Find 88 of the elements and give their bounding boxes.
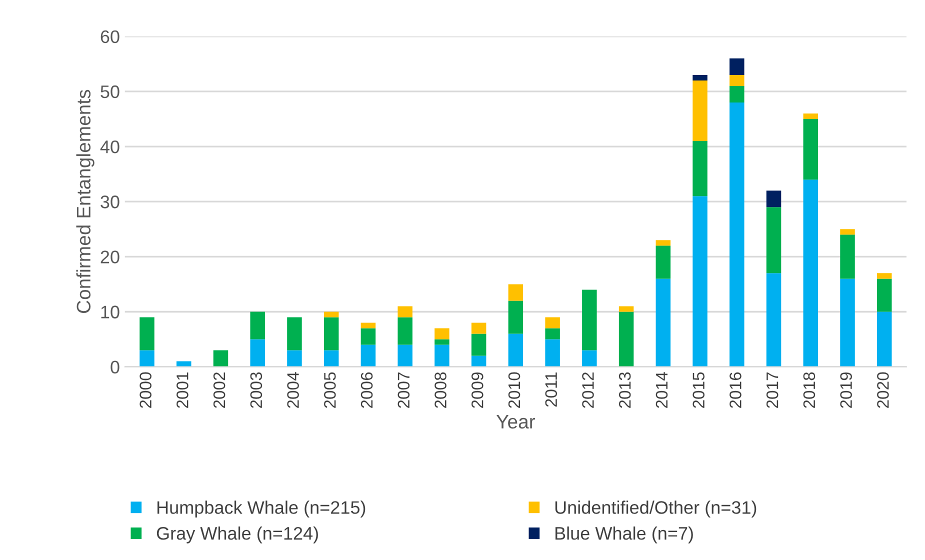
bar: [471, 334, 486, 356]
x-tick-label: 2008: [434, 372, 446, 408]
bar: [250, 339, 265, 367]
x-tick-label: 2001: [176, 372, 188, 408]
bar: [287, 317, 302, 350]
bar: [324, 317, 339, 350]
bar: [730, 74, 744, 86]
y-axis-title: Confirmed Entanglements: [76, 90, 94, 314]
bar: [545, 317, 560, 328]
x-tick-label: 2017: [766, 372, 778, 408]
y-tick-label: 60: [100, 30, 120, 44]
bar: [434, 339, 450, 345]
x-tick-label: 2016: [730, 372, 742, 408]
y-tick-label: 0: [110, 360, 120, 374]
legend-label: Blue Whale (n=7): [556, 526, 693, 544]
bar: [692, 80, 708, 142]
x-tick-label: 2020: [877, 372, 889, 408]
bar: [324, 312, 339, 318]
bar: [730, 102, 744, 367]
bar: [656, 278, 671, 367]
x-tick-label: 2014: [656, 372, 668, 408]
bar: [692, 196, 708, 367]
bar: [545, 339, 560, 367]
bar: [508, 300, 524, 334]
bar: [250, 312, 265, 340]
bar: [877, 312, 892, 367]
bar: [360, 344, 376, 367]
bar: [140, 350, 154, 367]
bar: [803, 119, 818, 180]
bar: [545, 328, 560, 340]
x-tick-label: 2005: [324, 372, 336, 408]
bar: [803, 113, 818, 119]
bar: [877, 278, 892, 312]
bar: [508, 334, 524, 367]
bar: [287, 350, 302, 367]
x-tick-label: 2019: [840, 372, 852, 408]
bar: [692, 141, 708, 196]
x-tick-label: 2012: [582, 372, 594, 408]
bar: [803, 180, 818, 367]
bar: [766, 190, 782, 208]
legend-label: Gray Whale (n=124): [156, 526, 318, 544]
y-tick-label: 20: [100, 250, 120, 264]
x-tick-label: 2006: [360, 372, 373, 408]
bar: [398, 317, 412, 345]
bar: [360, 322, 376, 328]
bar: [140, 317, 154, 350]
bar: [618, 306, 634, 312]
bar: [582, 350, 597, 367]
bar: [324, 350, 339, 367]
bar: [840, 278, 855, 367]
bar: [730, 58, 744, 75]
bar: [618, 312, 634, 367]
bar: [398, 306, 412, 318]
bar: [582, 290, 597, 350]
bar: [766, 207, 782, 274]
x-tick-label: 2000: [140, 372, 152, 408]
bar: [656, 246, 671, 279]
x-tick-label: 2009: [471, 372, 484, 408]
bar: [730, 86, 744, 102]
y-tick-label: 40: [100, 140, 120, 154]
x-tick-label: 2015: [692, 372, 705, 408]
bar: [766, 273, 782, 367]
x-tick-label: 2018: [803, 372, 816, 408]
bar: [840, 229, 855, 235]
x-axis-title: Year: [496, 415, 536, 429]
y-tick-label: 10: [101, 306, 120, 318]
bar: [656, 240, 671, 246]
bar: [398, 344, 412, 367]
bar: [877, 273, 892, 279]
x-tick-label: 2010: [508, 372, 520, 408]
x-tick-label: 2011: [545, 372, 558, 407]
legend-label: Unidentified/Other (n=31): [555, 500, 756, 518]
bar: [692, 74, 708, 80]
bar: [840, 234, 855, 279]
y-tick-label: 50: [100, 85, 120, 98]
y-tick-label: 30: [100, 196, 120, 208]
x-tick-label: 2002: [213, 372, 226, 408]
x-tick-label: 2007: [398, 372, 410, 408]
x-tick-label: 2003: [250, 372, 262, 408]
bar: [508, 284, 524, 301]
bar: [471, 322, 486, 334]
x-tick-label: 2004: [287, 372, 299, 408]
legend-label: Humpback Whale (n=215): [158, 500, 366, 518]
bar: [434, 328, 450, 340]
bar: [434, 344, 450, 367]
bar: [213, 350, 228, 367]
bar: [360, 328, 376, 345]
x-tick-label: 2013: [618, 372, 631, 408]
